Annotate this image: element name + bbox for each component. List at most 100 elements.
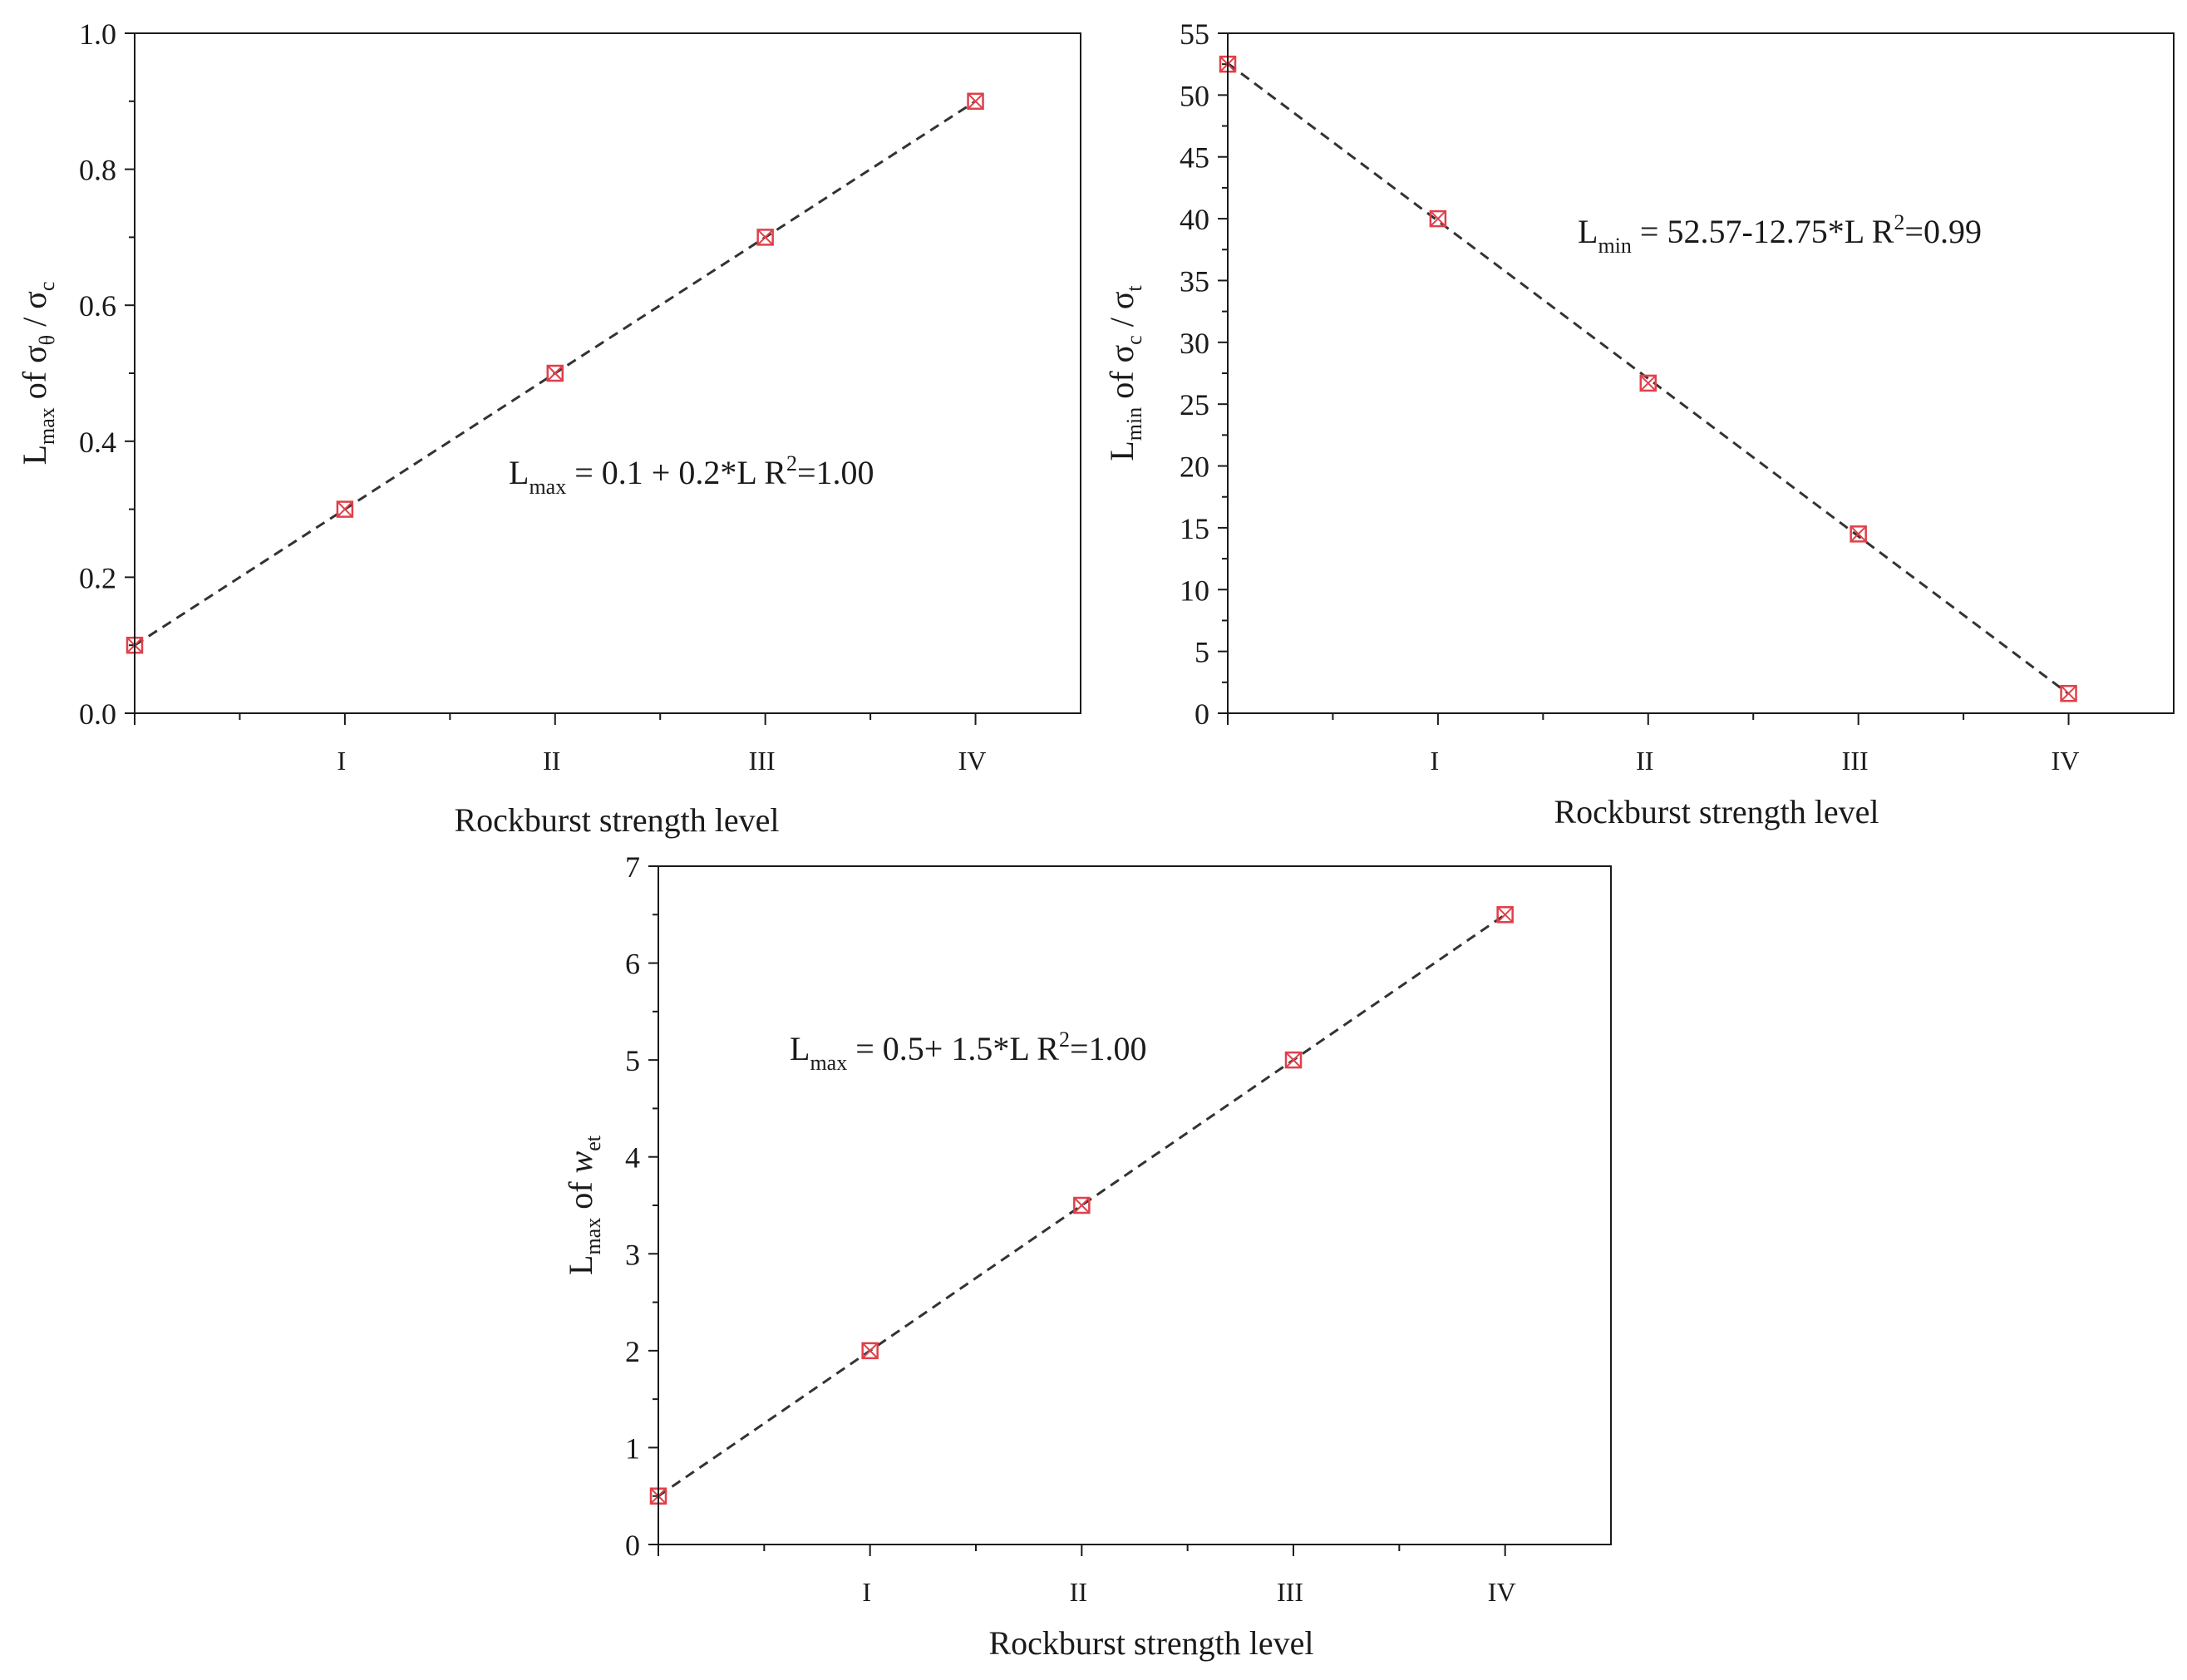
- tr-ytick-label: 40: [1180, 203, 1209, 236]
- tl-data-point-box: [336, 500, 354, 518]
- bm-data-point: [1496, 906, 1514, 924]
- bm-data-point: [1284, 1051, 1303, 1069]
- tr-x-axis-label: Rockburst strength level: [1554, 793, 1879, 830]
- tr-ylabel-sub1: min: [1122, 407, 1146, 441]
- tl-ytick-label: 0.0: [79, 697, 116, 731]
- tr-ytick-label: 10: [1180, 574, 1209, 607]
- bm-ytick-label: 0: [625, 1529, 640, 1562]
- tr-eq-mid: = 52.57-12.75*L R: [1632, 213, 1894, 250]
- tr-ytick-label: 0: [1194, 697, 1209, 731]
- tl-xtick-label: II: [543, 746, 560, 776]
- bm-xtick-label: II: [1070, 1577, 1087, 1607]
- tr-ytick-label: 5: [1194, 636, 1209, 669]
- tr-ytick-label: 50: [1180, 79, 1209, 112]
- bm-data-point-box: [1073, 1196, 1091, 1214]
- tl-ytick-label: 0.8: [79, 154, 116, 187]
- tl-eq-sub: max: [529, 475, 566, 499]
- bm-data-point: [1073, 1196, 1091, 1214]
- tl-data-point-box: [967, 92, 984, 111]
- bm-ylabel-mid: of: [562, 1173, 599, 1217]
- tr-data-point: [2060, 684, 2077, 702]
- tr-ylabel-sub3: t: [1122, 285, 1146, 292]
- tl-ylabel-sub3: c: [35, 282, 59, 292]
- tr-eq-end: =0.99: [1904, 213, 1982, 250]
- tl-ylabel-sub1: max: [35, 407, 59, 445]
- tl-xtick-label: I: [337, 746, 347, 776]
- tl-eq-end: =1.00: [797, 454, 874, 491]
- bm-data-point-box: [1496, 906, 1514, 924]
- tr-xtick-label: IV: [2052, 746, 2080, 776]
- bm-ytick-label: 2: [625, 1335, 640, 1368]
- tr-ylabel-end: / σ: [1103, 292, 1140, 336]
- tr-data-point-box: [1639, 374, 1657, 392]
- tl-fit-equation: Lmax = 0.1 + 0.2*L R2=1.00: [509, 451, 874, 499]
- tl-ylabel-sub2: θ: [35, 335, 59, 345]
- tr-ytick-label: 30: [1180, 327, 1209, 360]
- tl-data-point-box: [756, 229, 774, 246]
- tl-ytick-label: 1.0: [79, 17, 116, 51]
- tr-ytick-label: 20: [1180, 451, 1209, 484]
- bm-ytick-label: 6: [625, 948, 640, 981]
- tl-data-point-cross: [756, 229, 774, 246]
- tr-data-point-box: [1429, 209, 1447, 228]
- tl-ytick-label: 0.4: [79, 426, 116, 459]
- tl-plot-frame: [134, 32, 1081, 714]
- bm-ytick-label: 4: [625, 1141, 640, 1175]
- tr-data-point-cross: [1850, 525, 1867, 543]
- bm-data-point-box: [861, 1342, 879, 1360]
- bm-data-point-cross: [1073, 1197, 1091, 1214]
- tl-x-axis-label: Rockburst strength level: [454, 801, 779, 839]
- tr-data-point-cross: [1430, 210, 1446, 227]
- tr-data-point-cross: [1640, 375, 1657, 392]
- tr-data-point: [1429, 209, 1447, 228]
- tl-marks: 0.00.20.40.60.81.0I II III IV: [79, 17, 986, 776]
- tl-ylabel-mid: of σ: [16, 345, 53, 407]
- tr-eq-pre: L: [1578, 213, 1598, 250]
- bm-plot-frame: [658, 865, 1612, 1545]
- bm-ylabel-sub2: et: [581, 1135, 605, 1151]
- tr-plot-frame: [1227, 32, 2175, 714]
- tr-ytick-label: 25: [1180, 388, 1209, 421]
- tr-eq-sup: 2: [1894, 210, 1904, 234]
- bm-ytick-label: 7: [625, 850, 640, 884]
- tl-ytick-label: 0.6: [79, 289, 116, 323]
- tr-data-point: [1639, 374, 1657, 392]
- tr-data-point-box: [2060, 684, 2077, 702]
- bm-eq-sup: 2: [1059, 1027, 1070, 1052]
- tr-ylabel-sub2: c: [1122, 335, 1146, 345]
- bm-ytick-label: 1: [625, 1431, 640, 1465]
- tl-eq-sup: 2: [786, 451, 797, 475]
- tr-data-point-cross: [2060, 685, 2077, 702]
- tl-data-point-cross: [337, 500, 353, 518]
- bm-eq-mid: = 0.5+ 1.5*L R: [847, 1030, 1059, 1067]
- tr-y-axis-label: Lmin of σc / σt: [1103, 285, 1146, 461]
- bm-data-point: [861, 1342, 879, 1360]
- bm-fit-equation: Lmax = 0.5+ 1.5*L R2=1.00: [790, 1027, 1147, 1075]
- bm-eq-sub: max: [810, 1051, 847, 1075]
- tr-ytick-label: 35: [1180, 264, 1209, 298]
- bm-data-point-cross: [1496, 906, 1514, 923]
- chart-top-left: 0.00.20.40.60.81.0I II III IV Rockburst str…: [16, 17, 1081, 839]
- bm-ytick-label: 3: [625, 1238, 640, 1271]
- tr-xtick-label: II: [1636, 746, 1653, 776]
- tr-xtick-label: I: [1431, 746, 1440, 776]
- bm-ylabel-sub1: max: [581, 1218, 605, 1255]
- tl-ylabel-end: / σ: [16, 291, 53, 335]
- tr-fit-equation: Lmin = 52.57-12.75*L R2=0.99: [1578, 210, 1982, 258]
- tl-xtick-label: III: [749, 746, 776, 776]
- tl-data-point: [756, 229, 774, 246]
- bm-eq-end: =1.00: [1070, 1030, 1147, 1067]
- bm-ytick-label: 5: [625, 1044, 640, 1077]
- bm-eq-pre: L: [790, 1030, 810, 1067]
- bm-data-point-box: [1284, 1051, 1303, 1069]
- tr-ytick-label: 55: [1180, 17, 1209, 51]
- tr-xtick-label: III: [1842, 746, 1869, 776]
- tr-ytick-label: 15: [1180, 512, 1209, 545]
- tl-data-point: [967, 92, 984, 111]
- tr-data-point-box: [1850, 525, 1867, 543]
- tl-data-point-cross: [967, 93, 984, 110]
